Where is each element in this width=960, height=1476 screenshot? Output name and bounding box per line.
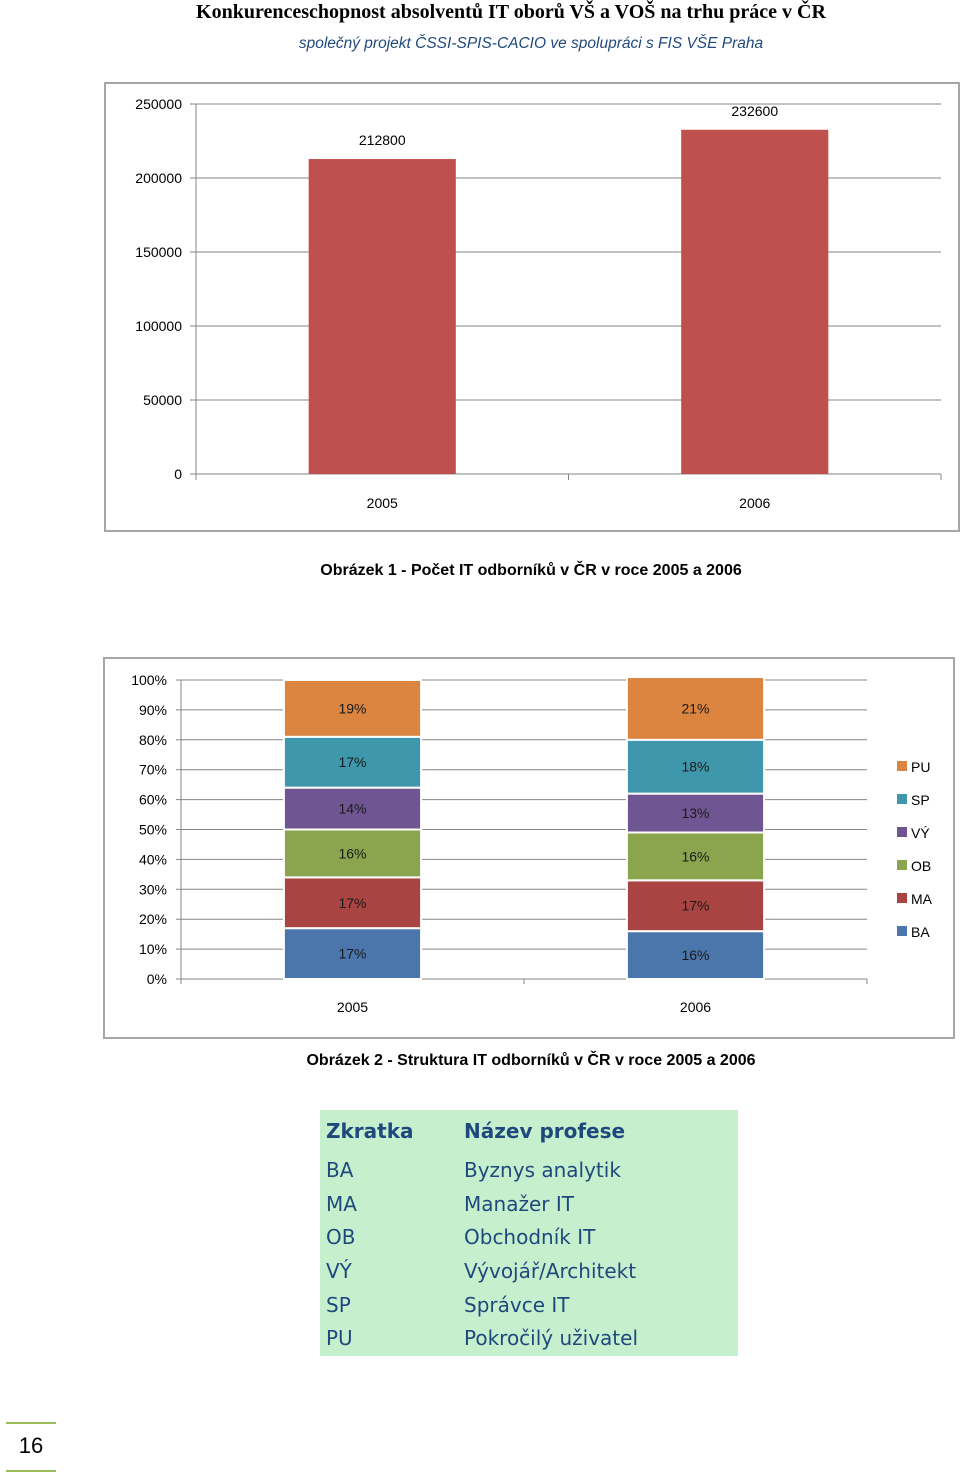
- x-tick-label: 2005: [367, 495, 398, 511]
- x-tick-label: 2006: [680, 999, 711, 1015]
- data-label: 13%: [681, 805, 709, 821]
- data-label: 18%: [681, 759, 709, 775]
- data-label: 19%: [338, 700, 366, 716]
- figure2-caption: Obrázek 2 - Struktura IT odborníků v ČR …: [306, 1052, 756, 1069]
- data-label: 17%: [681, 898, 709, 914]
- data-label: 16%: [338, 845, 366, 861]
- legend-swatch: [897, 794, 907, 804]
- y-tick-label: 50%: [139, 822, 167, 838]
- stacked-bar-segment: [282, 828, 423, 879]
- y-tick-label: 50000: [143, 392, 182, 408]
- y-tick-label: 150000: [135, 244, 182, 260]
- data-label: 232600: [731, 103, 778, 119]
- name-cell: Vývojář/Architekt: [464, 1259, 637, 1283]
- y-tick-label: 200000: [135, 170, 182, 186]
- stacked-bar-segment: [625, 831, 766, 882]
- y-tick-label: 90%: [139, 702, 167, 718]
- abbr-cell: BA: [326, 1158, 354, 1182]
- abbr-cell: PU: [326, 1326, 353, 1350]
- stacked-bar-segment: [282, 735, 423, 789]
- stacked-bar-segment: [282, 927, 423, 981]
- page-number: 16: [6, 1422, 56, 1472]
- y-tick-label: 30%: [139, 881, 167, 897]
- figure1-caption: Obrázek 1 - Počet IT odborníků v ČR v ro…: [320, 562, 742, 579]
- data-label: 17%: [338, 946, 366, 962]
- name-column-header: Název profese: [464, 1119, 626, 1143]
- chart2-plot: 0% 10% 20% 30% 40% 50% 60% 70% 80% 90% 100% 17% 17% 1…: [131, 672, 933, 1015]
- legend-swatch: [897, 926, 907, 936]
- abbr-cell: MA: [326, 1192, 357, 1216]
- stacked-bar-segment: [625, 792, 766, 834]
- stacked-bar-segment: [625, 676, 766, 741]
- y-tick-label: 40%: [139, 851, 167, 867]
- chart2-frame: 0% 10% 20% 30% 40% 50% 60% 70% 80% 90% 100% 17% 17% 1…: [103, 657, 955, 1039]
- y-tick-label: 100000: [135, 318, 182, 334]
- stacked-bar-segment: [625, 879, 766, 933]
- y-tick-label: 70%: [139, 762, 167, 778]
- y-tick-label: 0: [174, 466, 182, 482]
- stacked-bar-segment: [625, 738, 766, 795]
- name-cell: Správce IT: [464, 1293, 570, 1317]
- legend-swatch: [897, 761, 907, 771]
- name-cell: Obchodník IT: [464, 1225, 596, 1249]
- name-cell: Byznys analytik: [464, 1158, 621, 1182]
- x-tick-label: 2005: [337, 999, 368, 1015]
- y-tick-label: 20%: [139, 911, 167, 927]
- name-cell: Pokročilý uživatel: [464, 1326, 639, 1350]
- abbr-cell: SP: [326, 1293, 351, 1317]
- legend-swatch: [897, 860, 907, 870]
- bar: [681, 129, 829, 474]
- data-label: 17%: [338, 754, 366, 770]
- y-tick-label: 0%: [147, 971, 167, 987]
- y-tick-label: 250000: [135, 96, 182, 112]
- y-tick-label: 60%: [139, 792, 167, 808]
- legend-swatch: [897, 893, 907, 903]
- data-label: 21%: [681, 700, 709, 716]
- legend-label: MA: [911, 891, 933, 907]
- y-tick-label: 10%: [139, 941, 167, 957]
- abbr-column-header: Zkratka: [326, 1119, 414, 1143]
- legend-label: VÝ: [911, 825, 930, 841]
- legend-label: BA: [911, 924, 930, 940]
- y-tick-label: 80%: [139, 732, 167, 748]
- chart1-plot: 0 50000 100000 150000 200000 250000 212800 2005…: [135, 96, 942, 511]
- stacked-bar-segment: [282, 679, 423, 738]
- data-label: 16%: [681, 848, 709, 864]
- legend-label: SP: [911, 792, 930, 808]
- document-title: Konkurenceschopnost absolventů IT oborů …: [196, 1, 826, 23]
- legend-label: PU: [911, 759, 930, 775]
- name-cell: Manažer IT: [464, 1192, 574, 1216]
- legend-swatch: [897, 827, 907, 837]
- abbr-cell: VÝ: [326, 1259, 352, 1283]
- document-subtitle: společný projekt ČSSI-SPIS-CACIO ve spol…: [298, 35, 764, 52]
- x-tick-label: 2006: [739, 495, 770, 511]
- data-label: 14%: [338, 801, 366, 817]
- abbreviation-table: Zkratka Název profese BA Byznys analytik…: [320, 1110, 738, 1356]
- y-tick-label: 100%: [131, 672, 167, 688]
- bar: [308, 159, 456, 474]
- abbr-cell: OB: [326, 1225, 356, 1249]
- chart1-frame: 0 50000 100000 150000 200000 250000 212800 2005…: [104, 82, 960, 532]
- data-label: 212800: [359, 132, 406, 148]
- legend-label: OB: [911, 858, 931, 874]
- stacked-bar-segment: [625, 930, 766, 981]
- data-label: 16%: [681, 947, 709, 963]
- data-label: 17%: [338, 895, 366, 911]
- stacked-bar-segment: [282, 786, 423, 831]
